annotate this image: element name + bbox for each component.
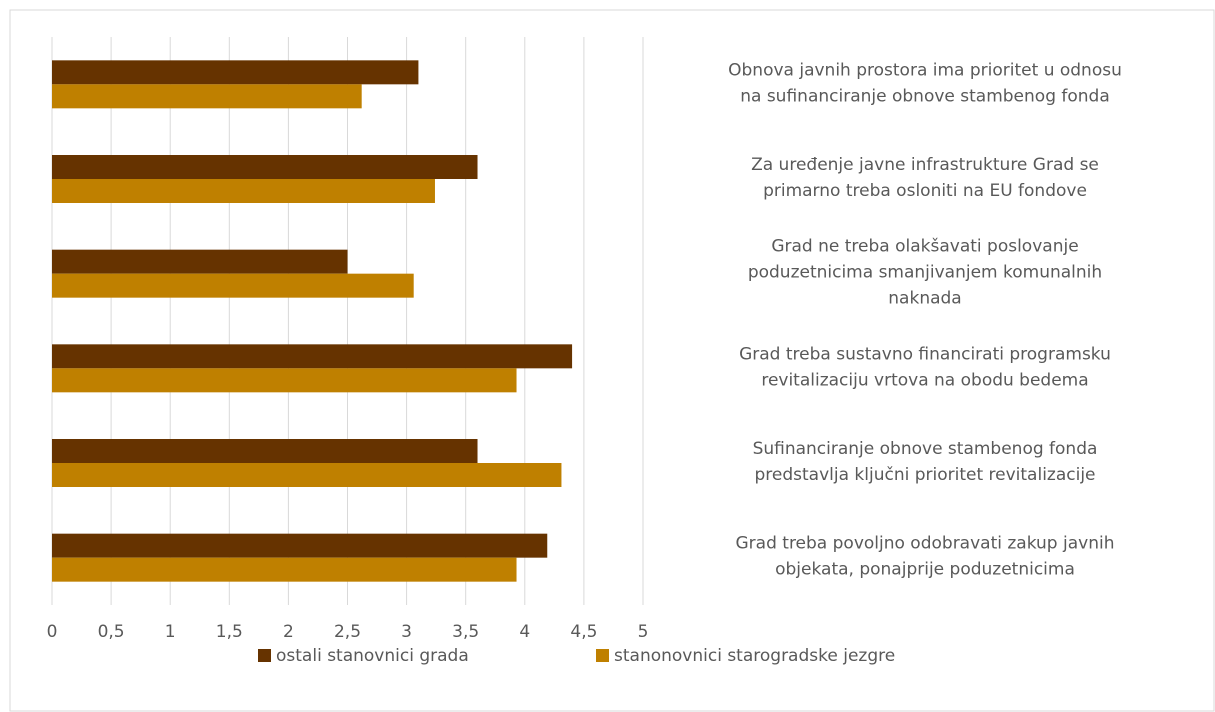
bar bbox=[52, 439, 478, 463]
bar bbox=[52, 179, 435, 203]
category-label: Grad ne treba olakšavati poslovanje poduz… bbox=[748, 237, 1102, 309]
x-tick-label: 3,5 bbox=[452, 622, 479, 642]
category-label: Za uređenje javne infrastrukture Grad se… bbox=[751, 155, 1099, 201]
x-tick-label: 1,5 bbox=[216, 622, 243, 642]
x-tick-label: 0,5 bbox=[98, 622, 125, 642]
legend-swatch bbox=[258, 649, 271, 662]
bar bbox=[52, 368, 517, 393]
category-label: Grad treba povoljno odobravati zakup jav… bbox=[736, 534, 1115, 580]
category-label: Obnova javnih prostora ima prioritet u o… bbox=[728, 60, 1122, 106]
bar bbox=[52, 557, 517, 582]
x-tick-label: 1 bbox=[165, 622, 176, 642]
legend-label: ostali stanovnici grada bbox=[276, 646, 469, 666]
legend-swatch bbox=[596, 649, 609, 662]
x-tick-label: 2,5 bbox=[334, 622, 361, 642]
bar bbox=[52, 84, 362, 109]
x-tick-label: 4 bbox=[519, 622, 530, 642]
category-label: Grad treba sustavno financirati programs… bbox=[739, 344, 1111, 390]
category-label: Sufinanciranje obnove stambenog fonda pre… bbox=[753, 439, 1098, 485]
bar bbox=[52, 463, 562, 487]
x-tick-label: 5 bbox=[638, 622, 649, 642]
bar bbox=[52, 344, 573, 369]
legend-label: stanonovnici starogradske jezgre bbox=[614, 646, 895, 666]
x-tick-label: 2 bbox=[283, 622, 294, 642]
bar bbox=[52, 273, 414, 298]
bar bbox=[52, 60, 419, 85]
x-tick-label: 4,5 bbox=[570, 622, 597, 642]
x-tick-label: 0 bbox=[47, 622, 58, 642]
x-tick-label: 3 bbox=[401, 622, 412, 642]
bar bbox=[52, 249, 348, 274]
bar bbox=[52, 533, 548, 558]
bar bbox=[52, 155, 478, 179]
